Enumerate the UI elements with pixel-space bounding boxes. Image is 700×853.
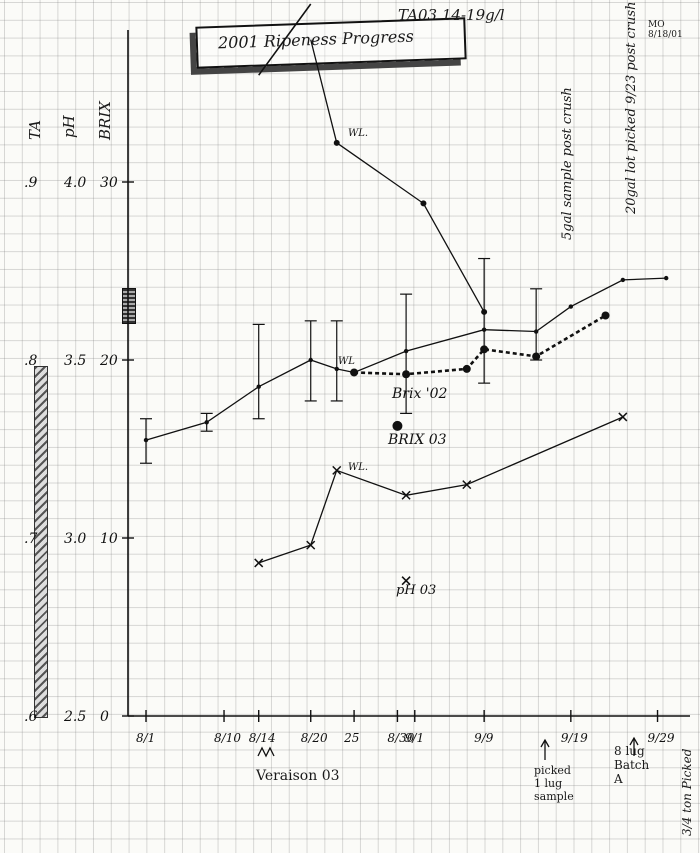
brix-2002-line-point bbox=[480, 345, 489, 354]
x-tick-label: 9/19 bbox=[561, 731, 588, 745]
ph-03-label: pH 03 bbox=[396, 583, 436, 598]
x-tick-label: 8/20 bbox=[301, 731, 328, 745]
brix-2001-line-point bbox=[664, 275, 669, 281]
x-tick-label: 9/1 bbox=[405, 731, 424, 745]
brix-2001-line-point bbox=[204, 420, 209, 425]
ph-line-point bbox=[618, 412, 628, 422]
brix-2002-line-point bbox=[402, 370, 411, 379]
x-tick-label: 8/1 bbox=[136, 731, 155, 745]
x-tick-label: 8/10 bbox=[214, 731, 241, 745]
x-tick-label: 8/30 bbox=[387, 731, 414, 745]
ph-tick-label: 2.5 bbox=[63, 709, 86, 725]
brix-tick-label: 20 bbox=[99, 353, 118, 369]
brix-2002-line-point bbox=[350, 368, 359, 377]
brix-02-label: Brix '02 bbox=[391, 386, 448, 402]
ph-line-point bbox=[401, 490, 411, 500]
ph-line-point bbox=[306, 540, 316, 550]
ph-line bbox=[258, 416, 624, 564]
x-tick-label: 8/14 bbox=[249, 731, 276, 745]
ta-line-point bbox=[481, 308, 488, 315]
wl-label-1: WL. bbox=[348, 128, 368, 139]
x-tick-label: 9/29 bbox=[648, 731, 675, 745]
ph-line-point bbox=[254, 558, 264, 568]
brix-tick-label: 10 bbox=[100, 531, 118, 547]
ta-line bbox=[310, 39, 485, 313]
brix-hatched-mark bbox=[122, 288, 136, 324]
ph-tick-label: 3.5 bbox=[64, 353, 86, 369]
brix-2001-line-point bbox=[334, 366, 339, 372]
brix-2001-line bbox=[145, 277, 667, 441]
brix-2001-line-point bbox=[308, 357, 313, 363]
batch-a-label: 8 lug Batch A bbox=[614, 744, 650, 786]
date-note: MO 8/18/01 bbox=[648, 20, 683, 40]
brix-tick-label: 0 bbox=[100, 709, 109, 725]
ph-line-point bbox=[332, 465, 342, 475]
picked-1lug-label: picked 1 lug sample bbox=[534, 764, 574, 803]
arrow-batch-a-head bbox=[629, 736, 639, 746]
brix-03-label: BRIX 03 bbox=[387, 432, 447, 448]
x-tick-label: 25 bbox=[343, 731, 359, 745]
x-tick-label: 9/9 bbox=[474, 731, 494, 745]
brix-2001-line-point bbox=[620, 277, 626, 283]
brix-2001-line-point bbox=[403, 348, 409, 354]
wl-label-2: WL bbox=[338, 356, 355, 367]
ta-line-point bbox=[333, 139, 340, 146]
arrow-picked-1lug-head bbox=[540, 738, 550, 748]
ph-tick-label: 4.0 bbox=[63, 175, 86, 191]
ta-tick-label: .9 bbox=[24, 175, 37, 191]
wl-label-3: WL. bbox=[348, 462, 368, 473]
brix-2002-line-point bbox=[462, 364, 471, 373]
ta-note: TA03 14-19g/l bbox=[398, 6, 505, 24]
veraison-label: Veraison 03 bbox=[256, 768, 340, 784]
brix-2001-line-point bbox=[143, 437, 149, 443]
ph-line-point bbox=[462, 480, 472, 490]
brix-2001-line-point bbox=[568, 304, 574, 309]
brix-2002-line-point bbox=[601, 311, 610, 320]
ta-tick-label: .7 bbox=[24, 531, 37, 547]
brix-2001-line-point bbox=[481, 327, 487, 332]
brix-03-point bbox=[392, 420, 403, 431]
ta-tick-label: .8 bbox=[24, 353, 37, 369]
ta-hatched-bar bbox=[34, 366, 48, 718]
ph-tick-label: 3.0 bbox=[64, 531, 86, 547]
brix-2001-line-point bbox=[533, 329, 539, 334]
ta-line-start bbox=[258, 3, 312, 76]
brix-2001-line-point bbox=[256, 384, 261, 389]
ta-tick-label: .6 bbox=[24, 709, 37, 725]
ta-line-point bbox=[420, 200, 427, 207]
ph-03-point bbox=[401, 576, 411, 586]
brix-2002-line bbox=[354, 314, 607, 376]
brix-tick-label: 30 bbox=[100, 175, 118, 191]
veraison-mark bbox=[257, 746, 275, 758]
brix-2002-line-point bbox=[532, 352, 541, 361]
